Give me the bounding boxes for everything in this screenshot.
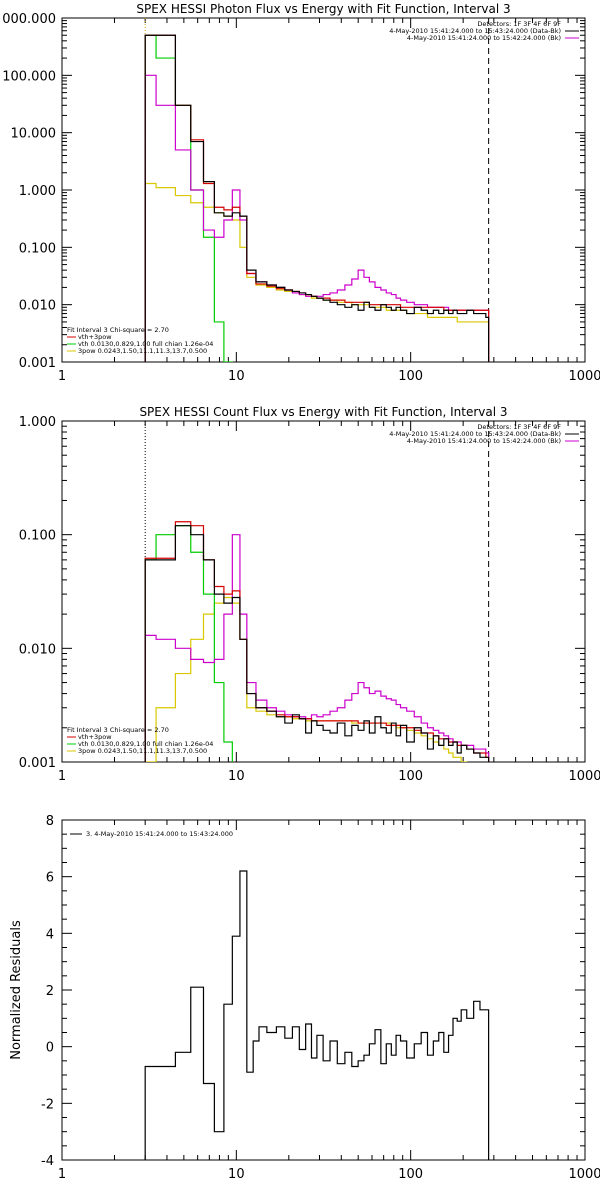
legend-entry: 3. 4-May-2010 15:41:24.000 to 15:43:24.0… — [86, 830, 233, 838]
y-axis-label: Normalized Residuals — [9, 920, 24, 1060]
x-tick-label: 10 — [228, 369, 245, 384]
header-info-line: Detectors: 1F 3F 4F 6F 9F — [477, 20, 561, 28]
series-line-2 — [144, 534, 490, 762]
x-tick-label: 100 — [398, 369, 423, 384]
x-tick-label: 1 — [58, 1167, 66, 1182]
header-info-line: 4-May-2010 15:41:24.000 to 15:42:24.000 … — [407, 34, 561, 42]
y-tick-label: 1.000 — [19, 184, 56, 199]
x-tick-label: 1 — [58, 769, 66, 784]
legend-entry: 3pow 0.0243,1.50,11.1,11.3,13.7,0.500 — [78, 347, 207, 355]
legend-entry: vth+3pow — [78, 333, 112, 341]
x-tick-label: 1000 — [568, 369, 600, 384]
y-tick-label: 6 — [46, 871, 54, 886]
legend-entry: vth+3pow — [78, 733, 112, 741]
series-line-1 — [144, 34, 490, 362]
y-tick-label: 0.100 — [19, 529, 56, 544]
header-info-line: Detectors: 1F 3F 4F 6F 9F — [477, 423, 561, 431]
y-tick-label: -2 — [41, 1097, 54, 1112]
y-tick-label: 100.000 — [2, 69, 56, 84]
header-info-line: 4-May-2010 15:41:24.000 to 15:42:24.000 … — [407, 437, 561, 445]
series-line-3 — [144, 525, 233, 762]
series-line-0 — [144, 34, 490, 362]
x-tick-label: 100 — [398, 1167, 423, 1182]
header-info-line: 4-May-2010 15:41:24.000 to 15:43:24.000 … — [389, 430, 561, 438]
y-tick-label: 0.001 — [19, 756, 56, 771]
y-tick-label: -4 — [41, 1154, 54, 1169]
series-line-1 — [144, 521, 490, 762]
y-tick-label: 0.010 — [19, 642, 56, 657]
legend-entry: vth 0.0130,0.829,1.00 full chian 1.26e-0… — [78, 740, 213, 748]
series-line-0 — [144, 525, 490, 762]
y-tick-label: 0.001 — [19, 356, 56, 371]
plot-frame — [61, 17, 586, 363]
y-tick-label: 2 — [46, 984, 54, 999]
y-tick-label: 0.010 — [19, 299, 56, 314]
y-tick-label: 0.100 — [19, 241, 56, 256]
x-tick-label: 10 — [228, 769, 245, 784]
legend-entry: Fit Interval 3 Chi-square = 2.70 — [67, 326, 169, 334]
y-tick-label: 000.000 — [2, 12, 56, 27]
x-tick-label: 1000 — [568, 1167, 600, 1182]
y-tick-label: 8 — [46, 814, 54, 829]
chart-title: SPEX HESSI Photon Flux vs Energy with Fi… — [136, 2, 510, 16]
x-tick-label: 1000 — [568, 769, 600, 784]
series-line-4 — [144, 596, 468, 762]
x-tick-label: 1 — [58, 369, 66, 384]
legend-entry: 3pow 0.0243,1.50,11.1,11.3,13.7,0.500 — [78, 747, 207, 755]
count-flux-chart: SPEX HESSI Count Flux vs Energy with Fit… — [19, 405, 600, 784]
residuals-chart: Normalized Residuals 1 10 100 1000 -4 -2 0 2 4 6 8 3… — [9, 814, 600, 1182]
series-line-2 — [144, 74, 490, 362]
legend-entry: vth 0.0130,0.829,1.00 full chian 1.26e-0… — [78, 340, 213, 348]
y-tick-label: 0 — [46, 1041, 54, 1056]
x-tick-label: 100 — [398, 769, 423, 784]
plot-frame — [61, 819, 586, 1161]
chart-title: SPEX HESSI Count Flux vs Energy with Fit… — [139, 405, 507, 419]
legend-entry: Fit Interval 3 Chi-square = 2.70 — [67, 726, 169, 734]
x-tick-label: 10 — [228, 1167, 245, 1182]
y-tick-label: 10.000 — [11, 127, 57, 142]
plot-frame — [61, 420, 586, 763]
photon-flux-chart: SPEX HESSI Photon Flux vs Energy with Fi… — [2, 2, 600, 384]
series-line-0 — [144, 870, 490, 1160]
y-tick-label: 4 — [46, 927, 54, 942]
header-info-line: 4-May-2010 15:41:24.000 to 15:43:24.000 … — [389, 27, 561, 35]
y-tick-label: 1.000 — [19, 415, 56, 430]
